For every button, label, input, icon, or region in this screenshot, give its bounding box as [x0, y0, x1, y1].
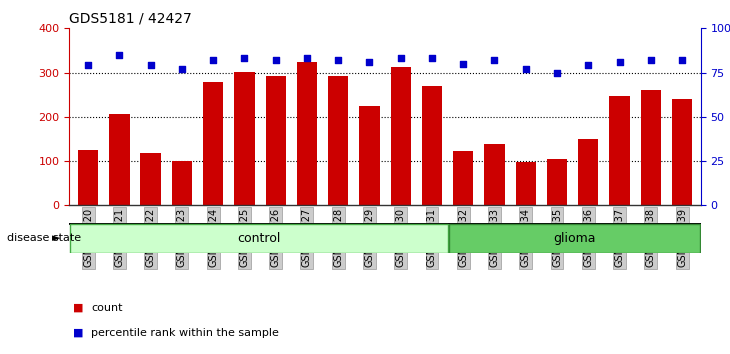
Point — [676, 57, 688, 63]
Text: disease state: disease state — [7, 233, 82, 243]
Bar — [78, 150, 99, 205]
Point — [332, 57, 344, 63]
Point — [458, 61, 469, 67]
Text: control: control — [237, 232, 280, 245]
Point — [583, 63, 594, 68]
FancyBboxPatch shape — [449, 224, 700, 253]
Point — [176, 66, 188, 72]
Bar — [484, 144, 504, 205]
Bar — [110, 114, 129, 205]
Bar — [297, 62, 317, 205]
Bar — [610, 96, 630, 205]
Bar — [391, 67, 411, 205]
Bar — [578, 139, 599, 205]
Text: percentile rank within the sample: percentile rank within the sample — [91, 328, 279, 338]
Point — [145, 63, 156, 68]
Bar — [140, 153, 161, 205]
Bar — [453, 151, 473, 205]
Bar — [672, 99, 692, 205]
Point — [645, 57, 656, 63]
Point — [488, 57, 500, 63]
Text: GDS5181 / 42427: GDS5181 / 42427 — [69, 12, 192, 26]
Bar — [328, 76, 348, 205]
Bar — [422, 86, 442, 205]
Point — [82, 63, 94, 68]
Point — [114, 52, 126, 58]
Point — [207, 57, 219, 63]
Bar — [203, 82, 223, 205]
Text: glioma: glioma — [553, 232, 596, 245]
Bar — [266, 76, 286, 205]
Bar — [234, 72, 255, 205]
Bar — [515, 162, 536, 205]
Text: ►: ► — [52, 233, 61, 243]
Bar — [641, 90, 661, 205]
Point — [520, 66, 531, 72]
Point — [395, 56, 407, 61]
FancyBboxPatch shape — [70, 224, 447, 253]
Point — [270, 57, 282, 63]
Text: count: count — [91, 303, 123, 313]
Point — [614, 59, 626, 65]
Text: ■: ■ — [73, 328, 83, 338]
Bar — [359, 106, 380, 205]
Text: ■: ■ — [73, 303, 83, 313]
Point — [239, 56, 250, 61]
Point — [301, 56, 312, 61]
Point — [426, 56, 438, 61]
Bar — [172, 161, 192, 205]
Bar — [547, 159, 567, 205]
Point — [364, 59, 375, 65]
Point — [551, 70, 563, 75]
